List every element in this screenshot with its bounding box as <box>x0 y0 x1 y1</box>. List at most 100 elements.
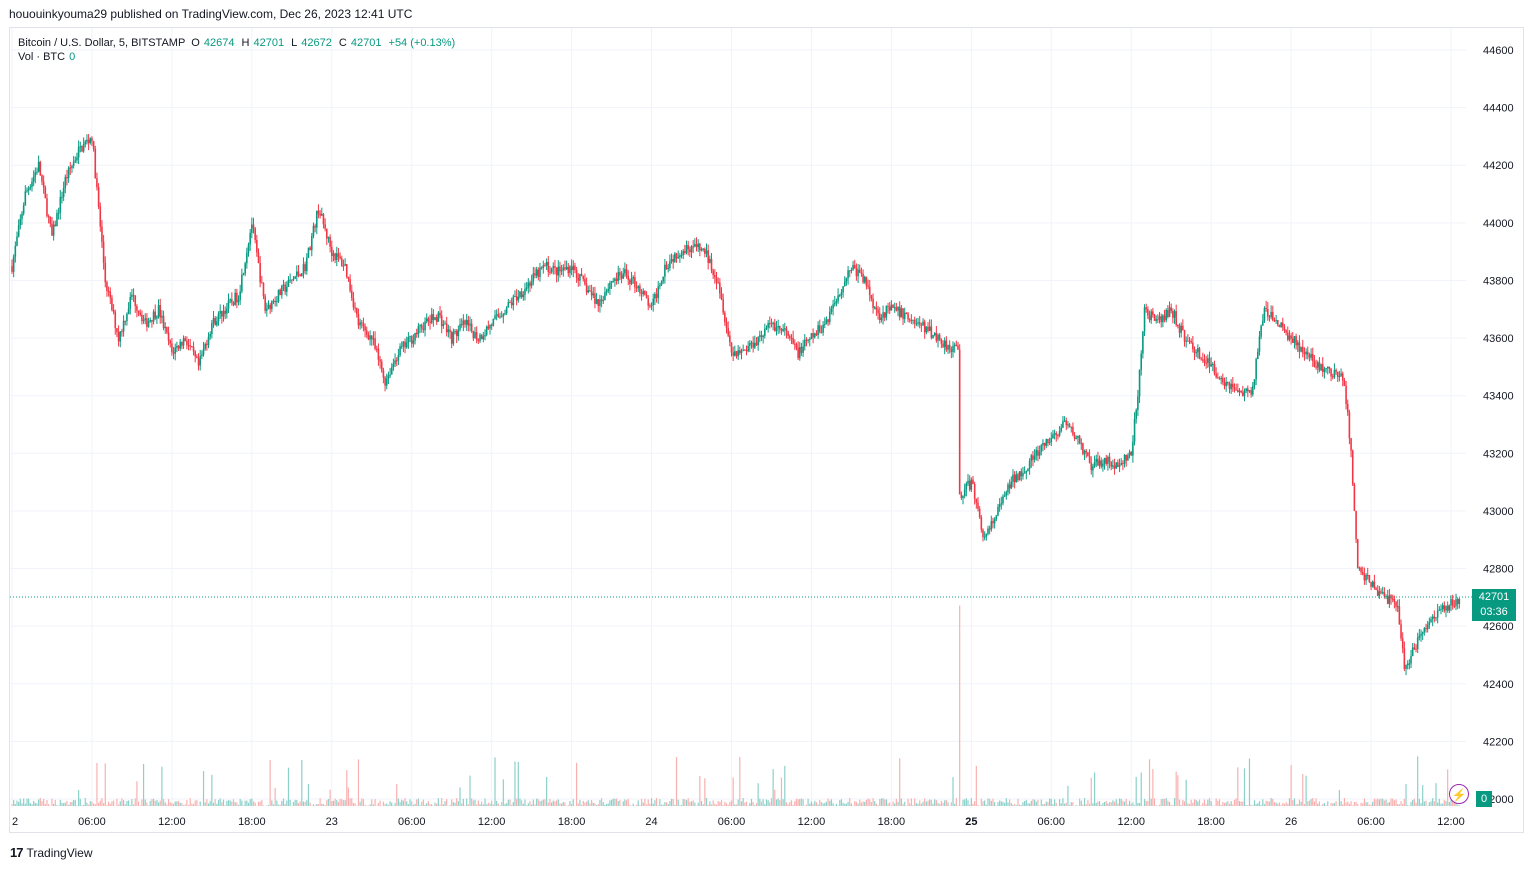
candle-body <box>589 290 591 292</box>
candle-body <box>212 318 215 324</box>
volume-bar <box>594 803 596 806</box>
candle-body <box>730 342 733 353</box>
candle-body <box>11 266 13 272</box>
candle-body <box>169 340 172 344</box>
candle-body <box>682 251 685 256</box>
volume-bar <box>884 799 886 806</box>
volume-bar <box>597 804 599 806</box>
volume-bar <box>705 798 708 806</box>
volume-bar <box>63 803 65 806</box>
candle-body <box>1058 430 1061 436</box>
volume-bar <box>374 799 376 806</box>
candle-body <box>162 315 165 328</box>
candle-body <box>134 295 137 307</box>
candle-body <box>455 331 458 337</box>
volume-bar <box>802 799 804 806</box>
candle-body <box>757 336 759 346</box>
volume-bar <box>514 761 516 806</box>
candle-body <box>497 314 500 317</box>
candle-body <box>714 274 716 278</box>
candle-body <box>627 275 630 280</box>
volume-bar <box>787 804 789 806</box>
candle-body <box>409 336 411 338</box>
candle-body <box>116 328 118 333</box>
candle-body <box>1173 311 1176 318</box>
candle-body <box>1060 427 1063 431</box>
volume-bar <box>1153 798 1156 806</box>
candle-body <box>567 266 570 274</box>
volume-bar <box>912 805 914 806</box>
symbol-name[interactable]: Bitcoin / U.S. Dollar, 5, BITSTAMP <box>18 37 186 49</box>
volume-bar <box>1225 802 1227 806</box>
time-tick-label: 06:00 <box>718 816 746 828</box>
candle-body <box>374 338 376 349</box>
candle-body <box>1275 320 1277 322</box>
candle-body <box>783 328 786 330</box>
volume-bar <box>1052 804 1054 806</box>
candle-body <box>1208 358 1211 367</box>
volume-bar <box>945 800 947 806</box>
candle-body <box>1303 352 1306 355</box>
tradingview-logo[interactable]: 17 TradingView <box>10 845 93 860</box>
volume-bar <box>1433 801 1435 806</box>
volume-bar <box>546 776 548 806</box>
candle-body <box>1340 373 1342 376</box>
candle-body <box>953 344 956 346</box>
price-tick-label: 44400 <box>1483 103 1514 115</box>
candle-body <box>479 334 481 342</box>
candle-body <box>998 504 1001 507</box>
volume-bar <box>1330 802 1332 806</box>
candle-body <box>720 293 723 300</box>
candle-body <box>1255 359 1257 380</box>
candle-body <box>1315 366 1317 368</box>
volume-bar <box>795 798 798 806</box>
volume-bar <box>1030 800 1032 806</box>
candle-body <box>1102 463 1104 467</box>
candle-body <box>938 334 941 340</box>
volume-bar <box>569 801 571 806</box>
candle-body <box>429 321 431 323</box>
candle-body <box>31 181 33 188</box>
chart-frame[interactable] <box>9 27 1524 833</box>
volume-bar <box>387 805 390 806</box>
volume-bar <box>605 804 608 806</box>
volume-bar <box>934 799 936 806</box>
volume-label[interactable]: Vol · BTC <box>18 51 66 63</box>
candle-body <box>832 304 834 309</box>
candle-body <box>893 307 896 309</box>
candle-body <box>144 318 147 320</box>
volume-bar <box>779 800 781 806</box>
candle-body <box>1398 606 1401 625</box>
volume-bar <box>539 801 541 806</box>
candle-body <box>798 346 801 359</box>
volume-bar <box>206 799 208 806</box>
candle-body <box>940 339 943 344</box>
volume-bar <box>169 802 171 806</box>
candle-body <box>254 228 256 240</box>
candle-body <box>1426 624 1429 630</box>
volume-bar <box>825 801 828 806</box>
candle-body <box>404 341 406 348</box>
candle-body <box>104 262 107 283</box>
volume-bar <box>724 801 726 806</box>
candle-body <box>972 479 974 484</box>
volume-bar <box>1223 803 1226 806</box>
volume-bar <box>481 801 483 806</box>
volume-bar <box>1228 803 1231 806</box>
volume-bar <box>31 804 33 806</box>
candle-body <box>742 349 744 351</box>
candle-body <box>1178 325 1181 333</box>
time-tick-label: 06:00 <box>398 816 426 828</box>
volume-bar <box>812 803 814 806</box>
lightning-icon[interactable]: ⚡ <box>1449 784 1469 804</box>
time-tick-label: 18:00 <box>558 816 586 828</box>
candle-body <box>1300 346 1302 352</box>
candle-body <box>790 337 793 339</box>
bar-countdown: 03:36 <box>1480 606 1508 618</box>
candle-body <box>1002 496 1004 504</box>
volume-bar <box>1422 785 1424 806</box>
candle-body <box>59 197 62 213</box>
volume-bar <box>910 798 912 806</box>
candle-body <box>1237 390 1239 392</box>
